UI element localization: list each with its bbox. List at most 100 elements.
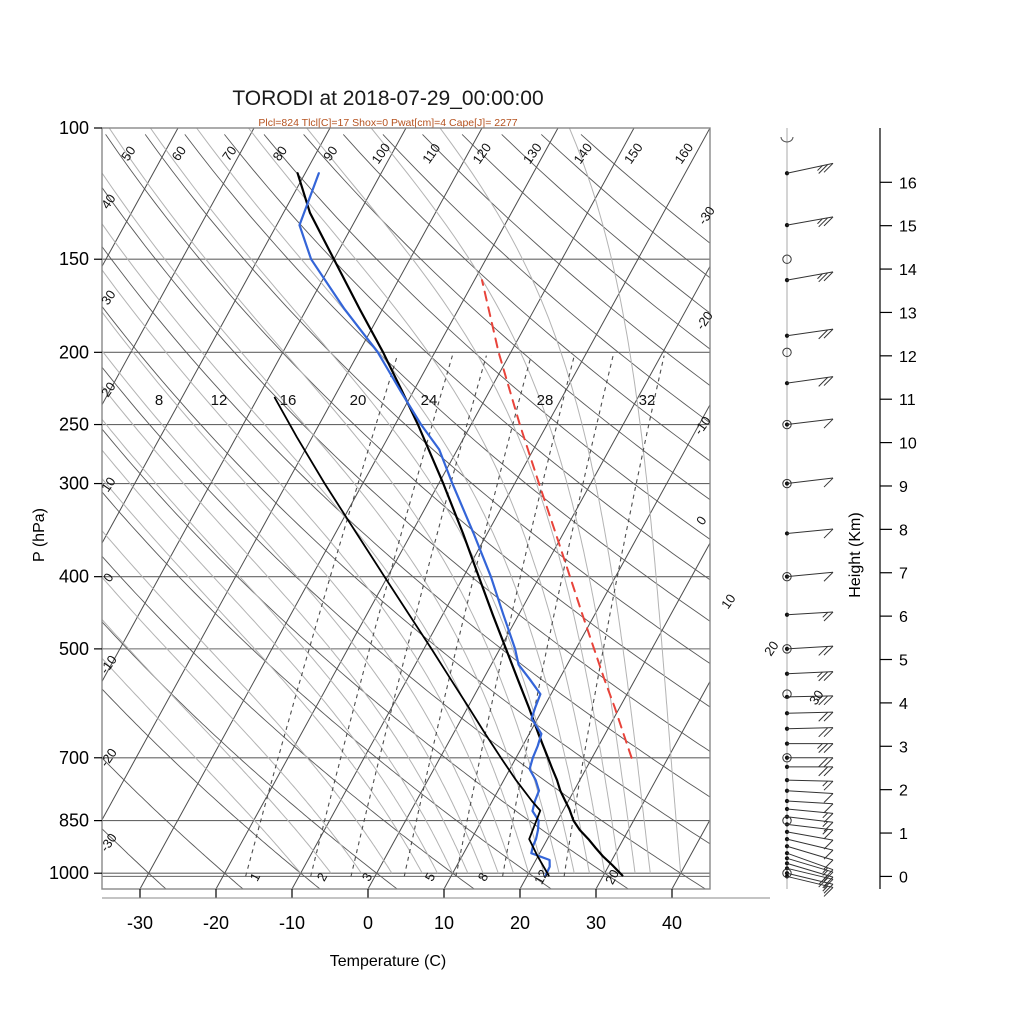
wind-barb <box>784 798 834 814</box>
wind-level-marker <box>782 815 792 826</box>
temperature-tick--10: -10 <box>279 913 305 933</box>
moist-adiabat-label-8: 8 <box>155 392 163 409</box>
wind-barb <box>784 418 834 429</box>
pressure-tick-300: 300 <box>59 474 89 494</box>
wind-level-marker <box>782 254 792 264</box>
trace-parcel-path <box>273 396 550 877</box>
wind-barb <box>784 778 834 791</box>
temperature-tick-20: 20 <box>510 913 530 933</box>
wind-barb <box>784 376 834 387</box>
temperature-tick-10: 10 <box>434 913 454 933</box>
height-tick-8: 8 <box>899 522 908 539</box>
height-tick-13: 13 <box>899 305 917 322</box>
pressure-tick-1000: 1000 <box>49 863 89 883</box>
height-tick-11: 11 <box>899 392 916 409</box>
y-axis-label: P (hPa) <box>31 508 48 562</box>
wind-level-marker <box>782 571 792 582</box>
wind-barb <box>784 611 834 622</box>
height-tick-1: 1 <box>899 826 908 843</box>
wind-barb <box>784 671 834 682</box>
height-tick-5: 5 <box>899 653 908 670</box>
height-tick-15: 15 <box>899 219 917 236</box>
trace-virtual-temperature-parcel <box>481 279 633 759</box>
stability-indices-subtitle: Plcl=824 Tlcl[C]=17 Shox=0 Pwat[cm]=4 Ca… <box>258 117 517 129</box>
barb-staff-top-icon <box>780 136 794 143</box>
wind-barb <box>784 711 834 722</box>
height-tick-4: 4 <box>899 696 908 713</box>
wind-level-marker <box>782 347 792 358</box>
height-axis-label: Height (Km) <box>847 512 864 597</box>
trace-dewpoint <box>298 172 551 877</box>
wind-level-marker <box>782 644 792 654</box>
temperature-tick-40: 40 <box>662 913 682 933</box>
temperature-tick-30: 30 <box>586 913 606 933</box>
dry-adiabat-label-80: 80 <box>270 143 291 163</box>
wind-barb <box>784 645 834 656</box>
grid-layer <box>102 128 710 889</box>
wind-barb <box>784 271 834 283</box>
isotherm-label-left-20: 20 <box>98 379 119 399</box>
moist-adiabat-label-20: 20 <box>350 392 367 409</box>
wind-barb <box>784 726 834 738</box>
height-tick-3: 3 <box>899 739 908 756</box>
isotherm-label-right-30: 30 <box>806 687 827 707</box>
height-tick-6: 6 <box>899 609 908 626</box>
height-tick-2: 2 <box>899 783 908 800</box>
page-title: TORODI at 2018-07-29_00:00:00 <box>232 87 543 110</box>
wind-barb <box>784 755 834 768</box>
pressure-tick-200: 200 <box>59 342 89 362</box>
height-tick-16: 16 <box>899 175 917 192</box>
wind-barb <box>784 764 834 777</box>
pressure-tick-700: 700 <box>59 748 89 768</box>
mixing-ratio-label-12: 12 <box>531 867 551 887</box>
height-tick-14: 14 <box>899 262 917 279</box>
pressure-tick-250: 250 <box>59 415 89 435</box>
pressure-tick-850: 850 <box>59 811 89 831</box>
x-axis-label: Temperature (C) <box>330 953 446 970</box>
wind-level-marker <box>782 753 792 763</box>
isotherm-label-right-10: 10 <box>718 591 739 611</box>
height-tick-9: 9 <box>899 479 908 496</box>
dry-adiabat-label-50: 50 <box>118 143 139 163</box>
temperature-tick-0: 0 <box>363 913 373 933</box>
wind-level-marker <box>782 689 792 699</box>
height-tick-10: 10 <box>899 436 917 453</box>
wind-level-marker <box>782 419 792 430</box>
wind-barb <box>784 871 834 894</box>
wind-barb <box>784 741 834 753</box>
isotherm-label-right-20: 20 <box>761 638 782 658</box>
dry-adiabat-label-90: 90 <box>320 143 341 163</box>
moist-adiabat-label-28: 28 <box>537 392 554 409</box>
dry-adiabat-label-60: 60 <box>169 143 190 163</box>
isotherm-label-left-40: 40 <box>98 191 119 211</box>
pressure-tick-400: 400 <box>59 567 89 587</box>
pressure-tick-500: 500 <box>59 639 89 659</box>
moist-adiabat-label-12: 12 <box>211 392 228 409</box>
height-tick-0: 0 <box>899 869 908 886</box>
isotherm-label-left-30: 30 <box>98 287 119 307</box>
wind-barb <box>784 788 834 803</box>
pressure-tick-100: 100 <box>59 118 89 138</box>
height-tick-7: 7 <box>899 566 908 583</box>
wind-barb <box>784 477 834 488</box>
dry-adiabat-label-70: 70 <box>219 143 240 163</box>
wind-level-marker <box>782 868 792 878</box>
wind-barb <box>784 162 834 176</box>
wind-barb-column <box>780 136 834 897</box>
wind-barb <box>784 829 834 850</box>
moist-adiabat-label-24: 24 <box>421 392 438 409</box>
isotherm-label-left-10: 10 <box>98 474 119 494</box>
wind-barb <box>784 571 834 582</box>
temperature-tick--30: -30 <box>127 913 153 933</box>
sounding-traces <box>273 172 633 877</box>
moist-adiabat-label-16: 16 <box>280 392 297 409</box>
temperature-tick--20: -20 <box>203 913 229 933</box>
wind-barb <box>784 328 834 340</box>
wind-barb <box>784 216 834 228</box>
pressure-tick-150: 150 <box>59 249 89 269</box>
height-tick-12: 12 <box>899 349 917 366</box>
